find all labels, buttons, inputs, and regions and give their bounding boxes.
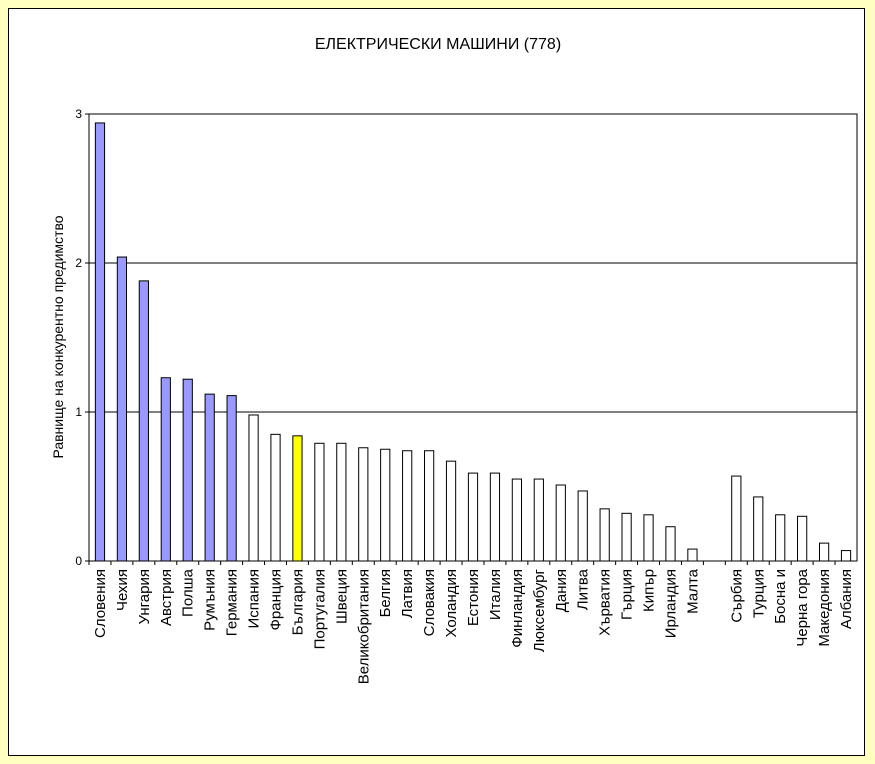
x-tick-label: Румъния	[202, 569, 219, 631]
bar	[840, 550, 852, 562]
bar	[424, 450, 435, 562]
bar	[182, 378, 193, 562]
bar	[665, 526, 676, 562]
bar	[489, 472, 501, 562]
x-tick-label: Великобритания	[355, 569, 372, 684]
bar	[818, 542, 830, 562]
bar	[116, 256, 128, 562]
bar	[402, 450, 413, 562]
x-axis-labels: Словения Чехия Унгария Австрия Полша Румъния Г…	[88, 561, 855, 684]
bar	[380, 448, 391, 562]
chart-frame: ЕЛЕКТРИЧЕСКИ МАШИНИ (778) Равнище на кон…	[8, 8, 865, 756]
bar	[775, 514, 786, 562]
y-tick-label: 3	[75, 107, 82, 121]
x-tick-label: Финландия	[509, 569, 526, 648]
bar	[687, 548, 698, 562]
x-tick-label: Португалия	[311, 569, 328, 649]
x-tick-label: Босна и	[772, 569, 789, 624]
x-tick-label: Италия	[487, 569, 504, 620]
bar	[336, 442, 347, 562]
x-tick-label: Холандия	[443, 569, 460, 637]
chart-title: ЕЛЕКТРИЧЕСКИ МАШИНИ (778)	[315, 36, 561, 53]
x-tick-label: Македония	[816, 569, 833, 647]
bar	[533, 478, 544, 562]
x-tick-label: Сърбия	[728, 569, 745, 623]
bar	[138, 280, 149, 562]
x-tick-label: Хърватия	[597, 569, 614, 636]
y-tick-label: 2	[75, 256, 82, 270]
x-tick-label: България	[289, 569, 306, 635]
x-tick-label: Люксембург	[531, 568, 548, 652]
x-tick-label: Ирландия	[662, 569, 679, 638]
x-tick-label: Гърция	[619, 569, 636, 620]
x-tick-label: Германия	[224, 569, 241, 636]
bar	[577, 490, 588, 562]
x-tick-label: Белгия	[377, 569, 394, 617]
y-tick-label: 1	[75, 405, 82, 419]
bar	[445, 460, 457, 562]
bar	[511, 478, 522, 562]
x-tick-label: Латвия	[399, 569, 416, 618]
x-tick-label: Чехия	[114, 569, 131, 611]
bar-chart: ЕЛЕКТРИЧЕСКИ МАШИНИ (778) Равнище на кон…	[50, 36, 858, 684]
bar	[94, 122, 106, 562]
x-tick-label: Кипър	[641, 569, 658, 612]
x-tick-label: Франция	[268, 569, 285, 630]
x-tick-label: Естония	[465, 569, 482, 626]
x-tick-label: Литва	[575, 568, 592, 610]
bar	[797, 515, 808, 562]
bar	[643, 514, 654, 562]
x-tick-label: Турция	[750, 569, 767, 618]
y-axis-ticks: 0 1 2 3	[75, 107, 89, 568]
bar	[160, 377, 171, 562]
bar	[599, 508, 610, 562]
bar	[621, 512, 632, 562]
bar	[292, 435, 303, 562]
x-tick-label: Дания	[553, 569, 570, 612]
bar	[226, 395, 237, 562]
bar	[555, 484, 566, 562]
x-tick-label: Словакия	[421, 569, 438, 636]
bar	[467, 472, 479, 562]
y-axis-label: Равнище на конкурентно предимство	[50, 215, 66, 458]
x-tick-label: Полша	[180, 568, 197, 617]
bar	[248, 414, 259, 562]
x-tick-label: Австрия	[158, 569, 175, 626]
x-tick-label: Малта	[684, 568, 701, 613]
bar	[358, 447, 369, 562]
x-tick-label: Швеция	[333, 569, 350, 624]
x-tick-label: Черна гора	[794, 568, 811, 646]
x-tick-label: Албания	[838, 569, 855, 629]
bar	[753, 496, 764, 562]
bars	[94, 122, 852, 562]
y-tick-label: 0	[75, 554, 82, 568]
bar	[204, 393, 215, 562]
x-tick-label: Словения	[92, 569, 109, 638]
bar	[270, 433, 281, 562]
x-tick-label: Испания	[246, 569, 263, 629]
bar	[314, 442, 325, 562]
x-tick-label: Унгария	[136, 569, 153, 624]
bar	[731, 475, 742, 562]
